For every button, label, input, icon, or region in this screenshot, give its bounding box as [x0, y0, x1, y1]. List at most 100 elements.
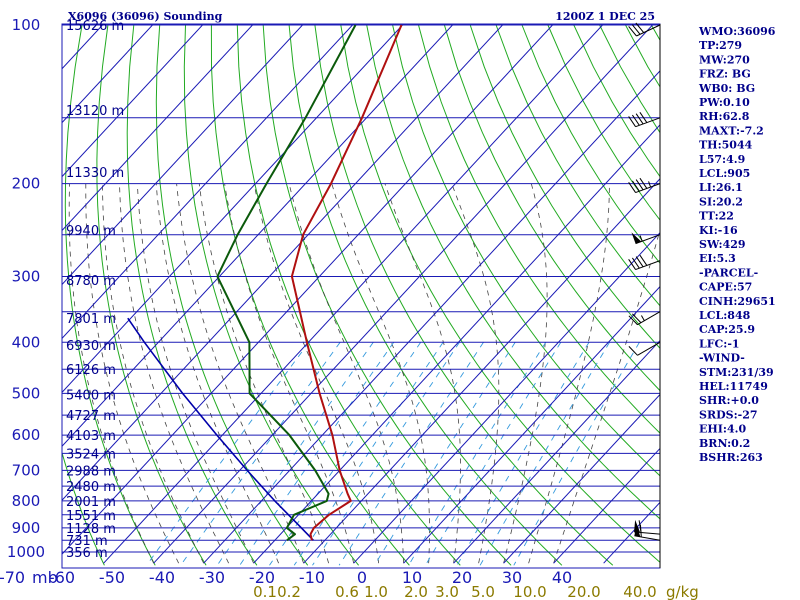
mixing-ratio-label: 0.6 — [335, 583, 359, 600]
height-label: 9940 m — [66, 224, 116, 239]
pressure-unit-label: mb — [32, 568, 58, 587]
mixing-ratio-label: 0.2 — [277, 583, 301, 600]
height-label: 731 m — [66, 534, 108, 549]
index-panel-line: EHI:4.0 — [699, 423, 746, 436]
index-panel-line: LFC:-1 — [699, 337, 740, 350]
wind-barb — [628, 254, 661, 271]
wind-barb — [628, 112, 661, 128]
height-label: 4103 m — [66, 429, 116, 444]
temperature-tick-label: 10 — [402, 568, 422, 587]
height-label: 356 m — [66, 546, 108, 561]
isotherm-line — [353, 231, 660, 564]
dewpoint-line — [216, 24, 357, 542]
index-panel-line: TH:5044 — [699, 139, 753, 152]
moist-adiabat-line — [503, 183, 548, 564]
isotherm-line — [62, 24, 155, 124]
index-panel-line: CINH:29651 — [699, 295, 776, 308]
pressure-tick-label: 100 — [12, 16, 41, 34]
sounding-profiles — [127, 24, 403, 542]
index-panel-line: WMO:36096 — [698, 25, 776, 38]
mixing-ratio-label: 10.0 — [513, 583, 546, 600]
height-label: 5400 m — [66, 388, 116, 403]
valid-time: 1200Z 1 DEC 25 — [555, 10, 655, 23]
pressure-tick-label: 400 — [12, 333, 41, 351]
isotherm-line — [62, 24, 555, 555]
mixing-ratio-label: 2.0 — [404, 583, 428, 600]
dry-adiabat-line — [469, 24, 660, 349]
mixing-ratio-label: 40.0 — [623, 583, 656, 600]
index-panel-line: FRZ: BG — [699, 68, 751, 81]
height-label: 13120 m — [66, 104, 124, 119]
height-label: 11330 m — [66, 166, 124, 181]
isotherm-line — [62, 24, 205, 178]
pressure-tick-label: 600 — [12, 426, 41, 444]
moist-adiabat-line — [288, 183, 405, 564]
moist-adiabat-line — [85, 183, 179, 564]
parcel-trace-line — [127, 317, 314, 541]
wind-barb — [628, 341, 661, 356]
isotherm-line — [62, 24, 405, 394]
temperature-tick-label: 40 — [552, 568, 572, 587]
moist-adiabat-line — [224, 183, 354, 564]
index-panel-line: EI:5.3 — [699, 252, 736, 265]
index-panel-line: HEL:11749 — [699, 380, 768, 393]
mixing-ratio-label: 3.0 — [435, 583, 459, 600]
moist-adiabat-line — [528, 183, 610, 564]
index-panel-line: -WIND- — [699, 352, 745, 365]
temperature-tick-label: -10 — [299, 568, 325, 587]
mixing-ratio-label: 1.0 — [364, 583, 388, 600]
isotherm-line — [403, 285, 660, 564]
dry-adiabat-line — [366, 24, 660, 520]
grid-lines — [62, 24, 660, 566]
mixing-ratio-label: 20.0 — [567, 583, 600, 600]
dry-adiabat-line — [443, 24, 660, 392]
wind-barb — [628, 22, 661, 37]
isotherm-line — [62, 24, 255, 232]
height-label: 3524 m — [66, 447, 116, 462]
plot-area — [61, 23, 661, 569]
pressure-tick-label: 700 — [12, 461, 41, 479]
pressure-tick-label: 300 — [12, 267, 41, 285]
moist-adiabat-line — [68, 183, 154, 564]
temperature-tick-label: -50 — [99, 568, 125, 587]
pressure-tick-label: 900 — [12, 519, 41, 537]
isotherm-line — [503, 393, 660, 564]
index-panel-line: LI:26.1 — [699, 181, 743, 194]
dry-adiabat-line — [521, 24, 660, 264]
temperature-tick-label: -30 — [199, 568, 225, 587]
index-panel-line: SHR:+0.0 — [699, 394, 759, 407]
isotherm-line — [453, 339, 660, 564]
index-panel-line: L57:4.9 — [699, 153, 745, 166]
temperature-line — [290, 24, 403, 541]
mixing-ratio-label: 5.0 — [471, 583, 495, 600]
height-label: 2480 m — [66, 480, 116, 495]
mixing-ratio-label: 0.1 — [253, 583, 277, 600]
height-label: 1551 m — [66, 509, 116, 524]
wind-barb — [631, 232, 661, 245]
height-label: 7801 m — [66, 312, 116, 327]
moist-adiabat-line — [155, 183, 279, 564]
dry-adiabat-line — [392, 24, 660, 477]
isotherm-line — [62, 24, 355, 340]
index-panel-line: -PARCEL- — [699, 266, 758, 279]
index-panel-line: PW:0.10 — [699, 96, 750, 109]
index-panel-line: TT:22 — [699, 210, 734, 223]
temperature-tick-label: -40 — [149, 568, 175, 587]
dry-adiabat-line — [495, 24, 660, 307]
pressure-tick-label: 1000 — [7, 543, 45, 561]
index-panel-line: SRDS:-27 — [699, 408, 758, 421]
index-panel-line: RH:62.8 — [699, 110, 750, 123]
moist-adiabat-line — [253, 183, 379, 564]
index-panel-line: SW:429 — [699, 238, 746, 251]
temperature-tick-label: 0 — [357, 568, 367, 587]
index-panel-line: LCL:905 — [699, 167, 750, 180]
index-panel-line: CAP:25.9 — [699, 323, 755, 336]
mixing-ratio-unit: g/kg — [666, 583, 699, 600]
index-panel-line: MW:270 — [699, 53, 750, 66]
index-panel-line: WB0: BG — [698, 82, 755, 95]
moist-adiabat-line — [136, 183, 254, 564]
height-label: 6126 m — [66, 363, 116, 378]
temperature-tick-label: 30 — [502, 568, 522, 587]
height-label: 2988 m — [66, 464, 116, 479]
